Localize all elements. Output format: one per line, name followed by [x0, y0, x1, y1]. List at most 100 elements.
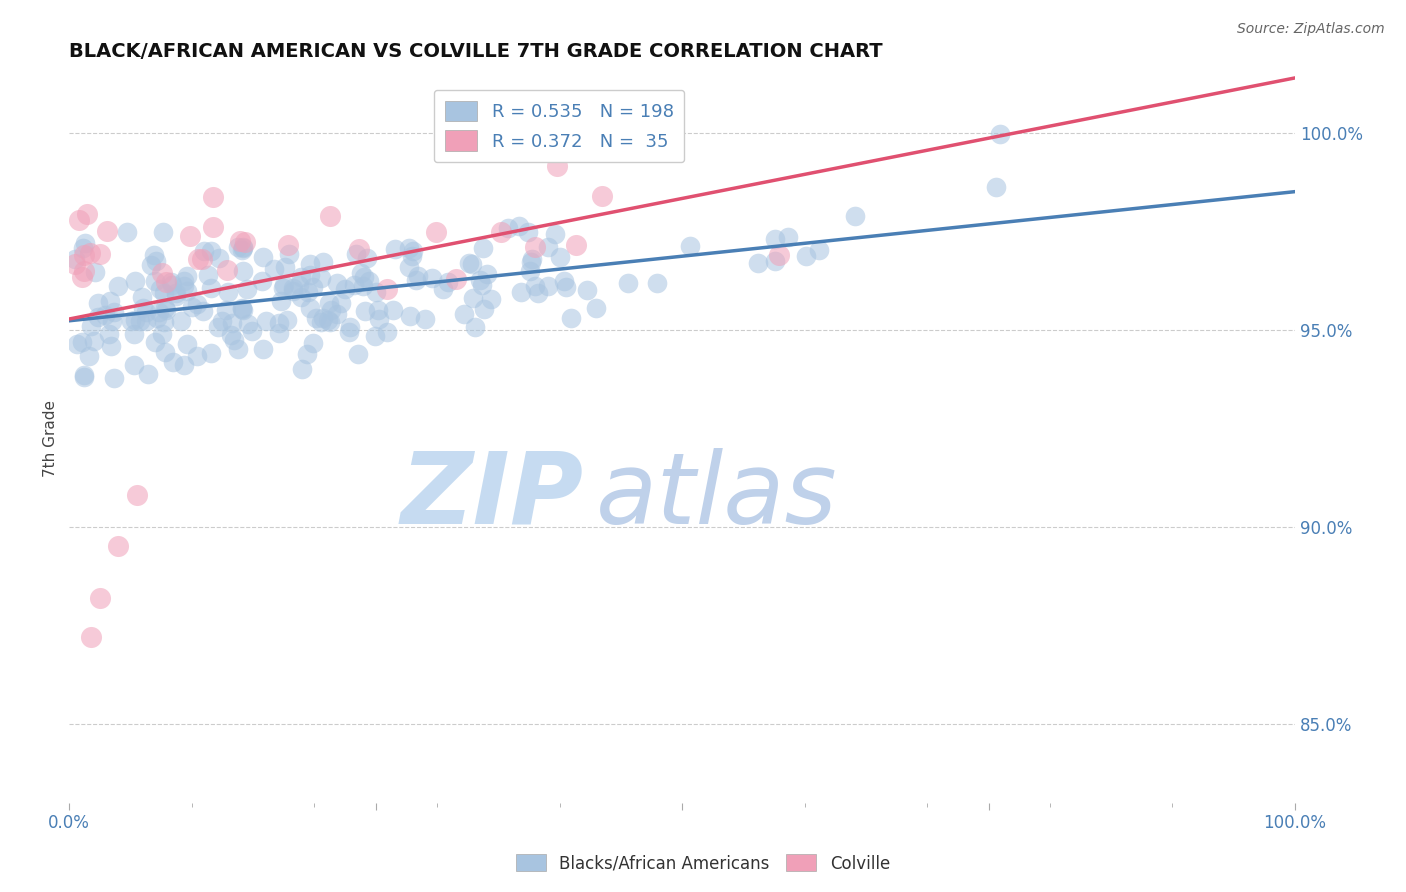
Point [432, 282, 454, 296]
Point [367, 311, 389, 326]
Point [83, 334, 105, 348]
Point [143, 248, 166, 262]
Point [271, 281, 294, 295]
Point [278, 247, 301, 261]
Point [413, 311, 436, 326]
Point [747, 256, 769, 270]
Point [453, 307, 475, 321]
Y-axis label: 7th Grade: 7th Grade [44, 400, 58, 476]
Point [405, 272, 427, 286]
Point [399, 309, 422, 323]
Point [337, 325, 360, 339]
Point [193, 244, 215, 259]
Point [401, 249, 423, 263]
Point [150, 326, 173, 341]
Point [79, 246, 101, 260]
Point [509, 285, 531, 299]
Point [347, 242, 370, 256]
Point [254, 314, 277, 328]
Point [83, 265, 105, 279]
Point [464, 319, 486, 334]
Point [547, 159, 569, 173]
Point [548, 250, 571, 264]
Point [141, 258, 163, 272]
Point [988, 127, 1011, 141]
Point [794, 249, 817, 263]
Point [193, 303, 215, 318]
Point [107, 540, 129, 554]
Point [517, 225, 540, 239]
Point [124, 274, 146, 288]
Point [232, 302, 254, 317]
Text: Source: ZipAtlas.com: Source: ZipAtlas.com [1237, 22, 1385, 37]
Point [143, 274, 166, 288]
Point [191, 252, 214, 266]
Point [72, 368, 94, 383]
Point [350, 266, 373, 280]
Point [326, 307, 349, 321]
Point [489, 225, 512, 239]
Point [80, 318, 103, 333]
Point [524, 240, 547, 254]
Point [402, 244, 425, 259]
Point [252, 250, 274, 264]
Point [131, 290, 153, 304]
Point [329, 296, 352, 310]
Point [309, 315, 332, 329]
Point [283, 284, 305, 298]
Point [290, 290, 312, 304]
Point [75, 235, 97, 250]
Point [129, 314, 152, 328]
Point [148, 305, 170, 319]
Point [319, 303, 342, 318]
Point [153, 285, 176, 300]
Point [103, 371, 125, 385]
Point [382, 303, 405, 318]
Point [226, 240, 249, 254]
Point [173, 273, 195, 287]
Point [273, 278, 295, 293]
Point [162, 354, 184, 368]
Point [135, 305, 157, 319]
Point [319, 315, 342, 329]
Point [312, 310, 335, 325]
Point [94, 308, 117, 322]
Point [297, 285, 319, 300]
Point [519, 263, 541, 277]
Point [458, 256, 481, 270]
Point [309, 271, 332, 285]
Point [763, 231, 786, 245]
Point [200, 345, 222, 359]
Point [277, 237, 299, 252]
Point [544, 227, 567, 241]
Point [232, 263, 254, 277]
Point [252, 342, 274, 356]
Point [316, 313, 339, 327]
Point [160, 278, 183, 293]
Point [344, 247, 367, 261]
Point [70, 335, 93, 350]
Point [211, 314, 233, 328]
Point [384, 243, 406, 257]
Point [187, 252, 209, 267]
Point [312, 255, 335, 269]
Point [89, 591, 111, 605]
Point [200, 244, 222, 259]
Point [97, 326, 120, 341]
Point [288, 277, 311, 292]
Point [523, 278, 546, 293]
Point [132, 301, 155, 316]
Point [143, 334, 166, 349]
Point [231, 301, 253, 315]
Point [347, 347, 370, 361]
Point [152, 225, 174, 239]
Point [377, 326, 399, 340]
Point [356, 251, 378, 265]
Point [339, 319, 361, 334]
Point [281, 281, 304, 295]
Point [437, 275, 460, 289]
Legend: Blacks/African Americans, Colville: Blacks/African Americans, Colville [509, 847, 897, 880]
Point [645, 276, 668, 290]
Point [98, 294, 121, 309]
Point [477, 268, 499, 282]
